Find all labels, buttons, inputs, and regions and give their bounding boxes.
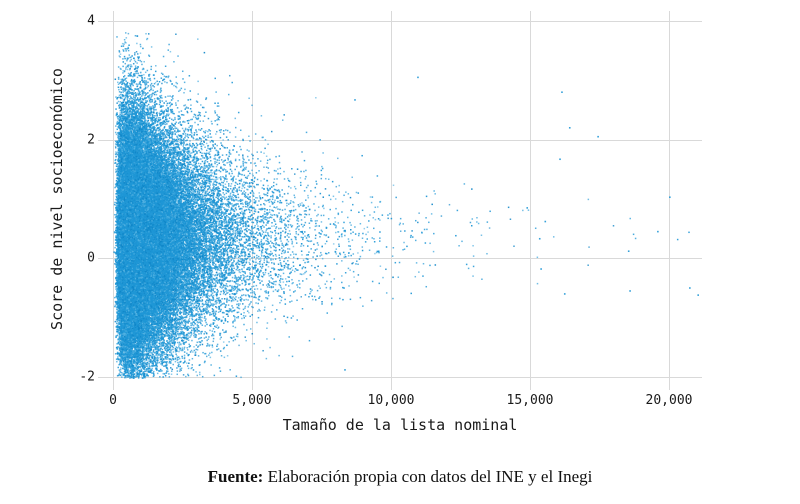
scatter-points-canvas (0, 0, 800, 504)
scatter-plot: Tamaño de la lista nominal Score de nive… (0, 0, 800, 504)
